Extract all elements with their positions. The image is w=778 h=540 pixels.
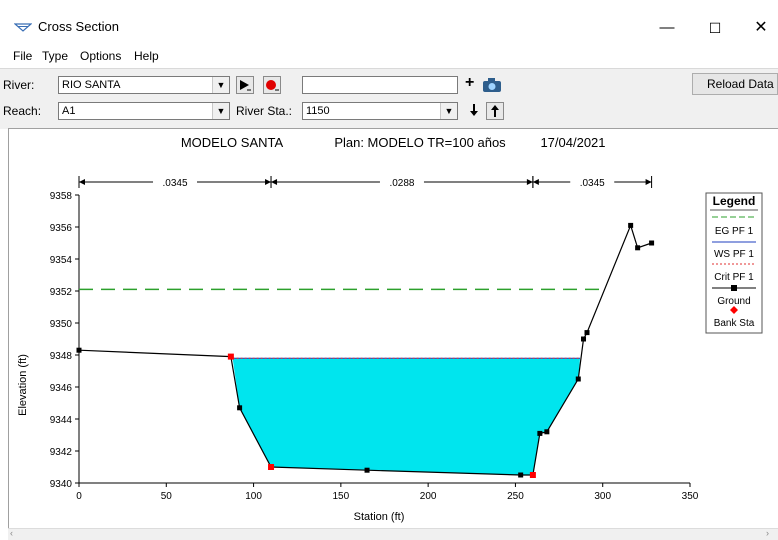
ground-point xyxy=(649,240,655,246)
chevron-down-icon: ▼ xyxy=(440,103,457,119)
y-tick-label: 9356 xyxy=(50,223,73,234)
river-station-select[interactable]: 1150 ▼ xyxy=(302,102,458,120)
reach-label: Reach: xyxy=(3,104,42,118)
bank-station-point xyxy=(227,353,234,360)
mannings-n-label: .0345 xyxy=(580,178,605,189)
mannings-n-label: .0288 xyxy=(389,178,414,189)
chart-header-plan: Plan: MODELO TR=100 años xyxy=(334,135,506,150)
play-icon xyxy=(240,80,251,91)
y-tick-label: 9340 xyxy=(50,479,73,490)
y-tick-label: 9352 xyxy=(50,287,73,298)
ground-point xyxy=(544,429,550,435)
record-button[interactable] xyxy=(263,76,281,94)
toolbar: River: RIO SANTA ▼ + Reach: A1 ▼ River S… xyxy=(0,68,778,129)
x-tick-label: 300 xyxy=(594,491,611,502)
legend-ws: WS PF 1 xyxy=(714,249,754,260)
river-sta-label: River Sta.: xyxy=(236,104,293,118)
legend-bank: Bank Sta xyxy=(714,318,755,329)
scroll-left-icon[interactable]: ‹ xyxy=(10,528,13,538)
ground-point xyxy=(364,467,370,473)
menu-file[interactable]: File xyxy=(13,49,33,63)
profile-text-field[interactable] xyxy=(302,76,458,94)
x-tick-label: 200 xyxy=(420,491,437,502)
river-select[interactable]: RIO SANTA ▼ xyxy=(58,76,230,94)
reload-data-button[interactable]: Reload Data xyxy=(692,73,778,95)
x-tick-label: 250 xyxy=(507,491,524,502)
legend-ground: Ground xyxy=(717,296,750,307)
ground-point xyxy=(575,376,581,382)
y-tick-label: 9344 xyxy=(50,415,73,426)
y-tick-label: 9350 xyxy=(50,319,73,330)
bank-station-point xyxy=(529,472,536,478)
x-tick-label: 0 xyxy=(76,491,82,502)
menu-options[interactable]: Options xyxy=(80,49,122,63)
down-arrow-icon xyxy=(470,104,478,116)
x-tick-label: 150 xyxy=(333,491,350,502)
mannings-arrow-right xyxy=(645,179,652,185)
y-tick-label: 9342 xyxy=(50,447,73,458)
legend-crit: Crit PF 1 xyxy=(714,272,754,283)
title-bar: Cross Section — ☐ ✕ xyxy=(0,0,778,44)
cross-section-chart: MODELO SANTA Plan: MODELO TR=100 años 17… xyxy=(17,135,763,523)
ground-point xyxy=(518,472,524,478)
play-button[interactable] xyxy=(236,76,254,94)
y-tick-label: 9346 xyxy=(50,383,73,394)
prev-station-button[interactable] xyxy=(486,102,504,120)
cross-section-app-icon xyxy=(14,23,32,32)
bank-station-point xyxy=(268,464,275,470)
ground-point xyxy=(584,330,590,336)
mannings-arrow-right xyxy=(526,179,533,185)
river-label: River: xyxy=(3,78,35,92)
ground-point xyxy=(537,430,543,436)
mannings-n-label: .0345 xyxy=(162,178,187,189)
next-station-button[interactable] xyxy=(465,102,483,120)
menu-help[interactable]: Help xyxy=(134,49,159,63)
chevron-down-icon: ▼ xyxy=(212,103,229,119)
water-fill xyxy=(232,358,581,475)
ground-point xyxy=(237,405,243,411)
horizontal-scrollbar[interactable]: ‹ › xyxy=(8,528,778,540)
up-arrow-icon xyxy=(491,105,499,117)
camera-icon[interactable] xyxy=(482,77,502,93)
x-tick-label: 350 xyxy=(682,491,699,502)
legend-eg: EG PF 1 xyxy=(715,226,754,237)
y-tick-label: 9348 xyxy=(50,351,73,362)
legend-bank-marker xyxy=(730,306,738,314)
mannings-arrow-left xyxy=(79,179,85,185)
x-axis-label: Station (ft) xyxy=(354,511,405,523)
legend: Legend EG PF 1 WS PF 1 Crit PF 1 Ground … xyxy=(705,192,763,334)
river-select-value: RIO SANTA xyxy=(62,79,121,91)
minimize-button[interactable]: — xyxy=(659,19,675,36)
ground-point xyxy=(76,347,82,353)
y-tick-label: 9354 xyxy=(50,255,73,266)
y-axis-label: Elevation (ft) xyxy=(17,354,29,416)
record-icon xyxy=(266,80,279,91)
chart-header-project: MODELO SANTA xyxy=(181,135,284,150)
plus-icon[interactable]: + xyxy=(465,74,475,91)
legend-title: Legend xyxy=(713,194,756,208)
reach-select[interactable]: A1 ▼ xyxy=(58,102,230,120)
scroll-right-icon[interactable]: › xyxy=(766,528,769,538)
ground-point xyxy=(635,245,641,251)
mannings-arrow-left xyxy=(271,179,278,185)
x-tick-label: 100 xyxy=(245,491,262,502)
mannings-arrow-left xyxy=(532,179,539,185)
x-tick-label: 50 xyxy=(161,491,173,502)
legend-ground-marker xyxy=(731,285,737,291)
close-button[interactable]: ✕ xyxy=(754,19,768,36)
reach-select-value: A1 xyxy=(62,105,76,117)
maximize-button[interactable]: ☐ xyxy=(708,20,722,36)
ground-point xyxy=(628,222,634,228)
chevron-down-icon: ▼ xyxy=(212,77,229,93)
menu-type[interactable]: Type xyxy=(42,49,69,63)
chart-header-date: 17/04/2021 xyxy=(540,135,605,150)
y-tick-label: 9358 xyxy=(50,191,73,202)
mannings-arrow-right xyxy=(265,179,272,185)
menu-bar: File Type Options Help xyxy=(0,46,778,66)
river-station-value: 1150 xyxy=(306,105,330,117)
ground-point xyxy=(581,336,587,342)
window-title: Cross Section xyxy=(38,19,119,34)
